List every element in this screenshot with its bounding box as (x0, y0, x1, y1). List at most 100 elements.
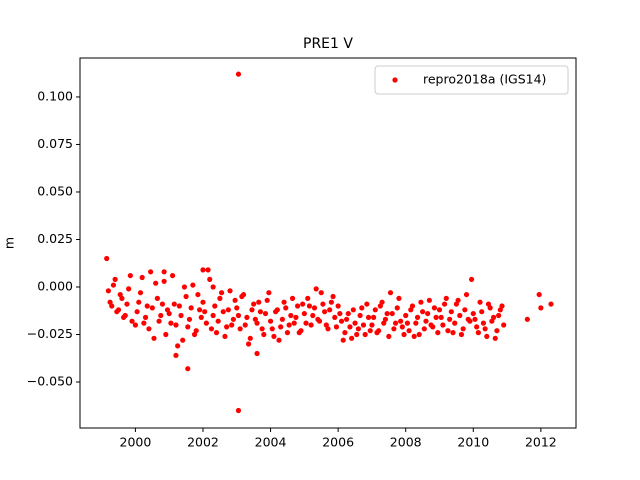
point (202, 309, 208, 315)
point (357, 312, 363, 319)
point (480, 320, 487, 326)
point (364, 301, 370, 307)
x-tick-label: 2008 (390, 435, 422, 450)
point (289, 295, 296, 301)
x-tick-label: 2002 (187, 435, 219, 450)
point (176, 303, 182, 309)
point (200, 267, 206, 273)
point (391, 326, 397, 332)
point (212, 303, 218, 309)
point (482, 326, 488, 332)
point (462, 307, 468, 313)
point (232, 297, 238, 303)
point (316, 318, 323, 324)
point (374, 330, 380, 336)
point (296, 330, 302, 336)
point (524, 316, 530, 322)
point (327, 307, 333, 313)
point (120, 314, 127, 320)
x-tick-label: 2006 (322, 435, 354, 450)
point (443, 295, 449, 301)
point (264, 297, 270, 303)
point (259, 326, 265, 332)
point (154, 295, 160, 301)
point (251, 301, 257, 307)
point (421, 326, 427, 332)
point (146, 326, 152, 332)
point (230, 316, 236, 322)
point (496, 312, 502, 319)
x-tick-label: 2004 (255, 435, 287, 450)
point (273, 309, 279, 315)
point (183, 293, 189, 300)
plot-frame (79, 57, 577, 429)
point (328, 299, 334, 305)
point (276, 337, 282, 343)
point (220, 309, 226, 315)
point (428, 322, 434, 328)
point (322, 309, 328, 315)
point (465, 316, 471, 322)
point (168, 320, 174, 326)
point (414, 314, 421, 320)
point (445, 328, 451, 334)
point (195, 291, 201, 298)
point (311, 305, 318, 311)
point (291, 320, 297, 326)
point (117, 291, 123, 298)
point (198, 314, 204, 320)
point (392, 320, 399, 326)
legend-marker (392, 77, 398, 83)
point (440, 322, 446, 328)
point (173, 322, 179, 328)
point (381, 320, 387, 326)
point (394, 305, 400, 311)
point (431, 305, 438, 311)
point (110, 282, 117, 288)
point (148, 269, 154, 275)
point (137, 290, 144, 296)
point (489, 318, 495, 324)
point (227, 288, 233, 294)
point (294, 303, 301, 309)
y-tick-label: 0.025 (37, 231, 73, 246)
point (153, 280, 159, 286)
point (441, 301, 448, 307)
point (191, 331, 198, 338)
point (492, 335, 498, 341)
y-tick-label: 0.050 (37, 183, 73, 198)
point (185, 366, 191, 372)
point (261, 331, 267, 338)
point (333, 324, 340, 330)
point (112, 276, 118, 282)
point (320, 301, 326, 307)
point (455, 297, 461, 303)
point (384, 310, 390, 317)
point (452, 320, 458, 326)
point (136, 299, 142, 305)
point (257, 309, 264, 315)
point (235, 407, 242, 414)
point (186, 316, 193, 322)
point (142, 314, 149, 320)
point (197, 307, 203, 313)
point (436, 307, 443, 313)
point (203, 320, 209, 326)
point (244, 314, 250, 320)
point (359, 305, 365, 311)
point (269, 326, 275, 332)
point (450, 330, 456, 336)
point (173, 352, 179, 359)
point (134, 309, 140, 315)
point (254, 350, 260, 357)
point (180, 337, 186, 343)
point (144, 303, 150, 309)
point (300, 301, 306, 307)
legend-label: repro2018a (IGS14) (423, 72, 546, 87)
point (538, 305, 544, 311)
point (494, 328, 500, 334)
y-tick-label: 0.000 (37, 278, 73, 293)
point (423, 318, 429, 324)
point (425, 310, 431, 317)
